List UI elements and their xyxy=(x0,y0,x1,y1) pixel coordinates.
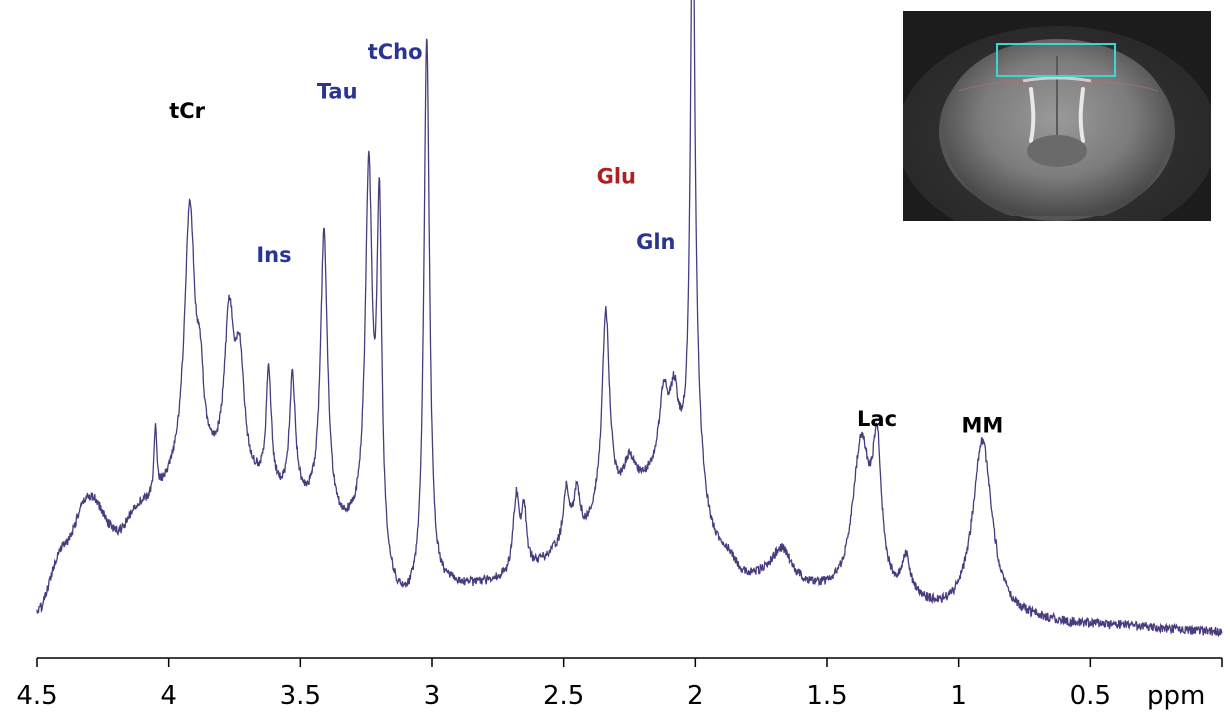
x-axis-label: ppm xyxy=(1147,681,1205,711)
x-tick-label: 0.5 xyxy=(1070,681,1111,711)
peak-label-tcr: tCr xyxy=(169,99,205,123)
peak-label-ins: Ins xyxy=(256,243,291,267)
x-tick-label: 2.5 xyxy=(543,681,584,711)
x-axis-ticks: 4.5 4 3.5 3 2.5 2 1.5 1 0.5 xyxy=(16,658,1223,711)
voxel-roi-box xyxy=(996,43,1116,77)
brain-mri-image xyxy=(903,11,1211,221)
peak-labels: tCrInsTautChotCrGluGlntNAALacMM xyxy=(169,40,1003,437)
peak-label-tcho: tCho xyxy=(368,40,423,64)
peak-label-tau: Tau xyxy=(317,79,358,103)
x-tick-label: 4.5 xyxy=(16,681,57,711)
x-tick-label: 1 xyxy=(950,681,967,711)
x-tick-label: 3 xyxy=(424,681,441,711)
spectrum-line xyxy=(36,0,1223,638)
peak-label-lac: Lac xyxy=(857,407,897,431)
x-tick-label: 1.5 xyxy=(806,681,847,711)
x-tick-label: 2 xyxy=(687,681,704,711)
x-tick-label: 3.5 xyxy=(280,681,321,711)
peak-label-glu: Glu xyxy=(597,164,636,188)
peak-label-gln: Gln xyxy=(636,230,675,254)
plot-area xyxy=(36,0,1223,638)
brain-mri-inset xyxy=(903,11,1211,221)
x-tick-label: 4 xyxy=(160,681,177,711)
peak-label-mm: MM xyxy=(961,413,1003,437)
